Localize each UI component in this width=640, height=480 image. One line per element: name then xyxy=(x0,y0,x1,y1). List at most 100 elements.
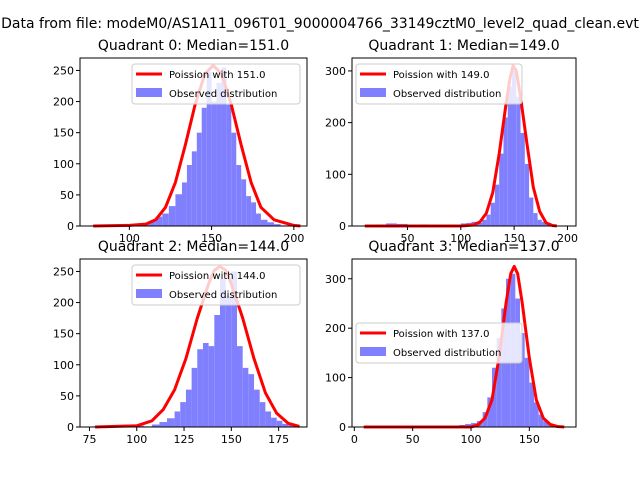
y-tick-label: 250 xyxy=(53,265,74,278)
legend-poisson-label: Poission with 137.0 xyxy=(393,329,489,340)
histogram-bar xyxy=(487,397,492,427)
y-tick-label: 50 xyxy=(60,189,74,202)
x-tick-label: 125 xyxy=(174,433,195,446)
legend-observed-label: Observed distribution xyxy=(169,290,277,301)
legend: Poission with 144.0 Observed distribution xyxy=(131,264,301,306)
histogram-bar xyxy=(196,132,202,226)
histogram-bar xyxy=(496,338,502,427)
legend-box xyxy=(131,63,301,105)
histogram-bar xyxy=(494,184,500,226)
histogram-bar xyxy=(186,165,192,226)
x-tick-label: 150 xyxy=(519,433,540,446)
x-tick-label: 200 xyxy=(557,232,578,245)
histogram-bar xyxy=(155,216,163,226)
axes-frame xyxy=(351,57,577,227)
y-tick-label: 300 xyxy=(325,65,346,78)
legend-poisson-label: Poission with 151.0 xyxy=(169,70,265,81)
y-tick-label: 200 xyxy=(325,117,346,130)
histogram-bar xyxy=(490,202,495,226)
histogram-bar xyxy=(503,117,508,226)
histogram-bar xyxy=(225,296,232,427)
legend: Poission with 137.0 Observed distribution xyxy=(355,322,523,364)
legend-observed-swatch xyxy=(360,88,386,97)
y-tick-label: 0 xyxy=(339,220,346,233)
histogram-bar xyxy=(254,389,260,427)
quadrant-1-panel: Quadrant 1: Median=149.0 50 100 150 200 0 100 2… xyxy=(325,38,578,245)
legend-observed-swatch xyxy=(360,347,386,356)
quadrant-0-panel: Quadrant 0: Median=151.0 100 150 200 0 50 100 1… xyxy=(53,38,308,245)
histogram-bar xyxy=(267,222,275,226)
histogram-bar xyxy=(537,219,542,226)
legend-poisson-label: Poission with 144.0 xyxy=(169,271,265,282)
histogram-bar xyxy=(499,153,504,226)
x-tick-label: 50 xyxy=(406,433,420,446)
histogram-bar xyxy=(197,349,203,427)
histogram-bar xyxy=(206,71,212,226)
legend-observed-swatch xyxy=(136,289,162,298)
histogram-bar xyxy=(246,196,252,226)
y-tick-label: 0 xyxy=(67,421,74,434)
y-tick-label: 100 xyxy=(325,168,346,181)
x-tick-label: 100 xyxy=(461,433,482,446)
x-tick-label: 150 xyxy=(504,232,525,245)
histogram-bar xyxy=(168,206,176,226)
histogram-bar xyxy=(265,411,272,427)
histogram-bar xyxy=(226,104,232,226)
histogram-bar xyxy=(543,421,548,427)
histogram-bar xyxy=(208,346,215,427)
histogram-bar xyxy=(516,96,521,227)
histogram-bar xyxy=(260,219,268,226)
histogram-bar xyxy=(529,197,534,226)
x-tick-label: 175 xyxy=(268,433,289,446)
y-tick-label: 0 xyxy=(67,220,74,233)
x-tick-label: 150 xyxy=(221,433,242,446)
histogram-bar xyxy=(191,151,197,226)
histogram-bar xyxy=(237,346,243,427)
y-tick-label: 250 xyxy=(53,64,74,77)
quadrant-1-title: Quadrant 1: Median=149.0 xyxy=(368,38,559,54)
histogram-bar xyxy=(241,179,247,226)
y-tick-label: 200 xyxy=(325,322,346,335)
histogram-bar xyxy=(175,194,182,226)
legend-observed-label: Observed distribution xyxy=(393,89,501,100)
histogram-bar xyxy=(271,417,277,427)
histogram-bar xyxy=(248,374,255,427)
legend-box xyxy=(131,264,301,306)
x-tick-label: 100 xyxy=(126,433,147,446)
y-tick-label: 100 xyxy=(53,158,74,171)
figure-title: Data from file: modeM0/AS1A11_096T01_900… xyxy=(1,16,639,32)
legend: Poission with 149.0 Observed distribution xyxy=(355,63,523,105)
histogram-bar xyxy=(185,389,192,427)
histogram-bar xyxy=(236,165,242,226)
histogram-bar xyxy=(482,219,487,226)
histogram-bar xyxy=(529,382,534,427)
x-tick-label: 50 xyxy=(400,232,414,245)
histogram-bar xyxy=(167,418,175,427)
histogram-bar xyxy=(216,82,222,226)
histogram-bar xyxy=(259,402,266,427)
histogram-bar xyxy=(201,107,207,226)
histogram-bar xyxy=(524,357,530,427)
histogram-bar xyxy=(181,182,187,226)
legend-observed-label: Observed distribution xyxy=(169,89,277,100)
y-tick-label: 150 xyxy=(53,328,74,341)
histogram-bar xyxy=(202,343,209,427)
axes-frame xyxy=(79,258,308,428)
axes-frame xyxy=(351,258,577,428)
poisson-curve xyxy=(363,264,565,429)
histogram-bar xyxy=(541,221,547,226)
histogram-bar xyxy=(282,423,289,427)
x-tick-label: 150 xyxy=(201,232,222,245)
legend-poisson-label: Poission with 149.0 xyxy=(393,70,489,81)
y-tick-label: 200 xyxy=(53,297,74,310)
histogram-bar xyxy=(159,422,168,427)
axes-frame xyxy=(79,57,308,227)
histogram-bar xyxy=(533,213,538,226)
quadrant-2-panel: Quadrant 2: Median=144.0 75 100 125 150 175 0 5… xyxy=(53,239,308,446)
histogram-bar xyxy=(251,202,257,226)
legend-observed-swatch xyxy=(136,88,162,97)
histogram-bar xyxy=(191,367,198,427)
quadrant-3-title: Quadrant 3: Median=137.0 xyxy=(368,239,559,255)
histogram-bar xyxy=(231,132,237,226)
